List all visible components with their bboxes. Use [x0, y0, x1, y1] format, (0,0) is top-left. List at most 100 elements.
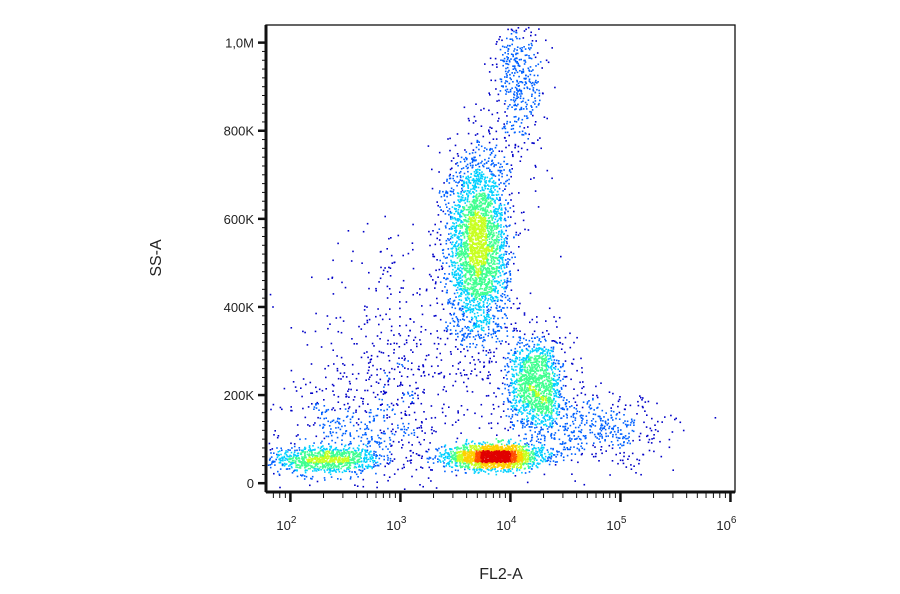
- event-dot: [462, 448, 465, 451]
- event-dot: [477, 303, 480, 305]
- event-dot: [520, 454, 523, 457]
- event-dot: [462, 167, 465, 169]
- event-dot: [274, 460, 276, 463]
- event-dot: [454, 266, 456, 269]
- event-dot: [470, 370, 473, 372]
- event-dot: [509, 452, 512, 455]
- event-dot: [460, 198, 463, 201]
- event-dot: [337, 464, 340, 467]
- event-dot: [459, 462, 461, 464]
- event-dot: [456, 204, 458, 207]
- event-dot: [290, 465, 293, 468]
- event-dot: [482, 463, 484, 465]
- event-dot: [467, 459, 469, 462]
- event-dot: [484, 214, 487, 216]
- event-dot: [473, 205, 475, 207]
- event-dot: [480, 309, 482, 311]
- event-dot: [472, 457, 474, 460]
- event-dot: [325, 450, 327, 453]
- event-dot: [535, 452, 538, 455]
- event-dot: [457, 264, 460, 267]
- event-dot: [336, 459, 338, 461]
- event-dot: [477, 262, 480, 264]
- event-dot: [472, 122, 475, 124]
- event-dot: [421, 313, 424, 316]
- event-dot: [542, 460, 544, 463]
- event-dot: [322, 450, 324, 452]
- event-dot: [308, 455, 310, 457]
- event-dot: [512, 464, 515, 467]
- event-dot: [503, 242, 506, 244]
- event-dot: [489, 205, 492, 207]
- event-dot: [467, 218, 470, 220]
- event-dot: [285, 450, 287, 452]
- event-dot: [312, 454, 315, 456]
- event-dot: [454, 204, 456, 207]
- event-dot: [475, 318, 478, 320]
- event-dot: [516, 444, 519, 447]
- event-dot: [498, 306, 501, 308]
- event-dot: [476, 275, 479, 277]
- event-dot: [469, 221, 472, 223]
- event-dot: [318, 467, 321, 470]
- event-dot: [453, 312, 456, 315]
- event-dot: [503, 240, 506, 242]
- event-dot: [289, 458, 292, 461]
- event-dot: [478, 464, 480, 466]
- event-dot: [528, 462, 530, 465]
- event-dot: [505, 199, 507, 201]
- event-dot: [505, 341, 507, 343]
- event-dot: [304, 454, 306, 457]
- event-dot: [485, 220, 487, 223]
- event-dot: [468, 238, 471, 241]
- event-dot: [454, 229, 456, 232]
- event-dot: [305, 464, 308, 466]
- event-dot: [475, 454, 478, 456]
- event-dot: [469, 343, 471, 345]
- event-dot: [476, 199, 478, 201]
- event-dot: [480, 458, 483, 460]
- event-dot: [484, 280, 486, 282]
- event-dot: [483, 192, 486, 195]
- event-dot: [471, 214, 473, 217]
- event-dot: [304, 464, 306, 467]
- event-dot: [338, 463, 340, 466]
- event-dot: [465, 464, 467, 467]
- event-dot: [517, 450, 520, 453]
- event-dot: [449, 241, 452, 244]
- event-dot: [461, 457, 464, 459]
- event-dot: [483, 233, 485, 235]
- event-dot: [491, 160, 493, 162]
- event-dot: [541, 449, 544, 451]
- event-dot: [500, 169, 503, 172]
- event-dot: [484, 442, 486, 444]
- event-dot: [498, 462, 500, 464]
- event-dot: [487, 274, 489, 277]
- event-dot: [494, 213, 497, 215]
- event-dot: [518, 449, 521, 452]
- event-dot: [320, 459, 323, 461]
- event-dot: [459, 198, 462, 201]
- event-dot: [494, 285, 496, 288]
- event-dot: [482, 173, 485, 176]
- event-dot: [357, 466, 360, 468]
- event-dot: [455, 451, 457, 454]
- event-dot: [314, 463, 317, 465]
- event-dot: [479, 181, 482, 184]
- event-dot: [456, 219, 459, 222]
- event-dot: [531, 468, 533, 470]
- event-dot: [439, 337, 442, 340]
- event-dot: [375, 472, 377, 475]
- event-dot: [319, 447, 322, 450]
- event-dot: [478, 442, 480, 444]
- event-dot: [503, 182, 506, 185]
- event-dot: [501, 258, 503, 260]
- event-dot: [308, 462, 311, 464]
- event-dot: [501, 247, 503, 249]
- event-dot: [505, 236, 507, 239]
- event-dot: [472, 217, 475, 220]
- event-dot: [491, 452, 494, 454]
- event-dot: [489, 274, 491, 276]
- event-dot: [496, 198, 498, 200]
- event-dot: [477, 186, 480, 189]
